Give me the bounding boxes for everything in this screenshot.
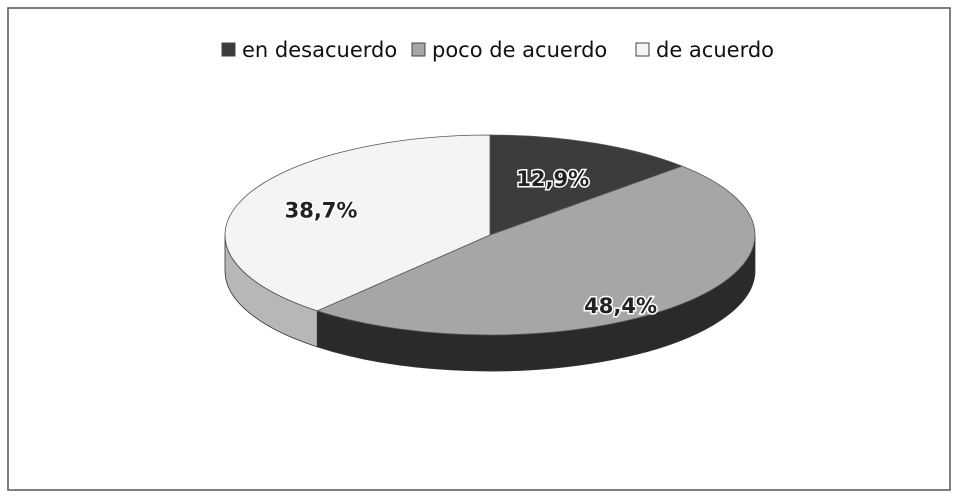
legend-swatch: [411, 42, 426, 57]
pie-slice: [489, 134, 684, 236]
legend-label: en desacuerdo: [242, 38, 397, 62]
legend-swatch: [221, 42, 236, 57]
data-label: 12,9%: [516, 167, 589, 191]
legend-label: de acuerdo: [656, 38, 774, 62]
data-label: 48,4%: [584, 294, 657, 318]
legend-label: poco de acuerdo: [432, 38, 607, 62]
pie-slice: [224, 134, 491, 312]
pie-slice: [316, 165, 756, 336]
data-label: 38,7%: [285, 198, 358, 222]
legend-swatch: [635, 42, 650, 57]
